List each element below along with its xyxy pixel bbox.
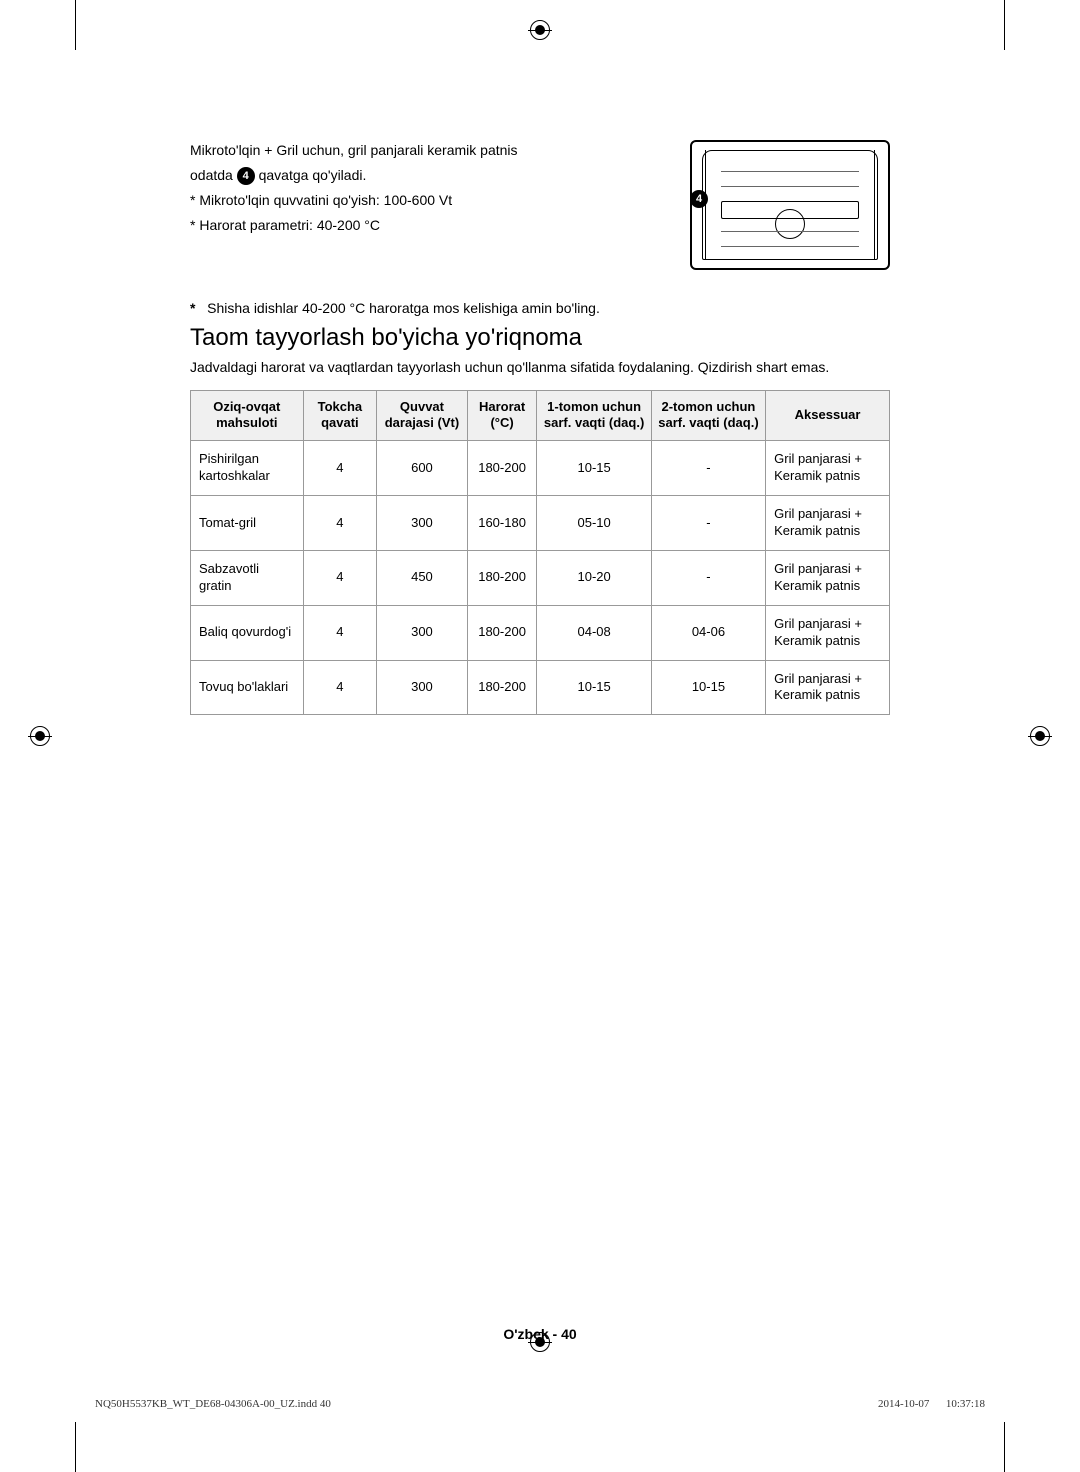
intro-note-1: * Mikroto'lqin quvvatini qo'yish: 100-60…	[190, 190, 660, 211]
cell-power: 600	[377, 441, 468, 496]
col-header-accessory: Aksessuar	[766, 390, 890, 441]
cell-food: Pishirilgan kartoshkalar	[191, 441, 304, 496]
print-footer: NQ50H5537KB_WT_DE68-04306A-00_UZ.indd 40…	[95, 1398, 985, 1410]
intro-note-2: * Harorat parametri: 40-200 °C	[190, 215, 660, 236]
table-row: Tomat-gril 4 300 160-180 05-10 - Gril pa…	[191, 496, 890, 551]
table-row: Pishirilgan kartoshkalar 4 600 180-200 1…	[191, 441, 890, 496]
col-header-level: Tokcha qavati	[303, 390, 377, 441]
oven-cavity	[702, 150, 878, 260]
intro-section: Mikroto'lqin + Gril uchun, gril panjaral…	[190, 140, 890, 270]
col-header-temp: Harorat (°C)	[467, 390, 537, 441]
footnote-text: Shisha idishlar 40-200 °C haroratga mos …	[207, 300, 600, 316]
print-date: 2014-10-07 10:37:18	[878, 1398, 985, 1410]
cell-food: Tomat-gril	[191, 496, 304, 551]
cell-time1: 10-15	[537, 660, 651, 715]
registration-mark-icon	[530, 20, 550, 40]
oven-slot	[721, 231, 859, 232]
cell-time1: 10-20	[537, 550, 651, 605]
cell-accessory: Gril panjarasi + Keramik patnis	[766, 496, 890, 551]
crop-mark	[75, 0, 76, 50]
cell-power: 450	[377, 550, 468, 605]
col-header-time1: 1-tomon uchun sarf. vaqti (daq.)	[537, 390, 651, 441]
cell-temp: 180-200	[467, 605, 537, 660]
crop-mark	[1004, 1422, 1005, 1472]
registration-mark-icon	[30, 726, 50, 746]
table-row: Baliq qovurdog'i 4 300 180-200 04-08 04-…	[191, 605, 890, 660]
crop-mark	[1004, 0, 1005, 50]
cell-temp: 180-200	[467, 550, 537, 605]
oven-pillar	[874, 150, 880, 260]
section-heading: Taom tayyorlash bo'yicha yo'riqnoma	[190, 324, 890, 352]
intro-text: Mikroto'lqin + Gril uchun, gril panjaral…	[190, 140, 660, 270]
cell-temp: 180-200	[467, 441, 537, 496]
oven-slot	[721, 171, 859, 172]
intro-line-2a: odatda	[190, 167, 233, 183]
oven-slot	[721, 246, 859, 247]
cell-time2: 10-15	[651, 660, 765, 715]
cell-level: 4	[303, 550, 377, 605]
cell-level: 4	[303, 660, 377, 715]
cell-accessory: Gril panjarasi + Keramik patnis	[766, 550, 890, 605]
diagram-level-badge-icon: 4	[690, 190, 708, 208]
cell-temp: 180-200	[467, 660, 537, 715]
intro-line-2b: qavatga qo'yiladi.	[255, 167, 367, 183]
cell-food: Tovuq bo'laklari	[191, 660, 304, 715]
cell-temp: 160-180	[467, 496, 537, 551]
cell-level: 4	[303, 605, 377, 660]
cell-power: 300	[377, 660, 468, 715]
cell-time2: -	[651, 550, 765, 605]
cell-power: 300	[377, 605, 468, 660]
oven-slot	[721, 186, 859, 187]
cell-time1: 10-15	[537, 441, 651, 496]
oven-fan-icon	[775, 209, 805, 239]
level-badge-icon: 4	[237, 167, 255, 185]
col-header-time2: 2-tomon uchun sarf. vaqti (daq.)	[651, 390, 765, 441]
cell-accessory: Gril panjarasi + Keramik patnis	[766, 441, 890, 496]
cell-time2: -	[651, 496, 765, 551]
footnote: * Shisha idishlar 40-200 °C haroratga mo…	[190, 300, 890, 316]
table-header-row: Oziq-ovqat mahsuloti Tokcha qavati Quvva…	[191, 390, 890, 441]
table-row: Sabzavotli gratin 4 450 180-200 10-20 - …	[191, 550, 890, 605]
cell-time1: 04-08	[537, 605, 651, 660]
crop-mark	[75, 1422, 76, 1472]
cell-level: 4	[303, 496, 377, 551]
footnote-star: *	[190, 300, 195, 316]
cell-accessory: Gril panjarasi + Keramik patnis	[766, 660, 890, 715]
cell-food: Baliq qovurdog'i	[191, 605, 304, 660]
cell-time1: 05-10	[537, 496, 651, 551]
intro-line-1: Mikroto'lqin + Gril uchun, gril panjaral…	[190, 142, 518, 158]
col-header-food: Oziq-ovqat mahsuloti	[191, 390, 304, 441]
cell-accessory: Gril panjarasi + Keramik patnis	[766, 605, 890, 660]
table-row: Tovuq bo'laklari 4 300 180-200 10-15 10-…	[191, 660, 890, 715]
page-content: Mikroto'lqin + Gril uchun, gril panjaral…	[0, 0, 1080, 715]
col-header-power: Quvvat darajasi (Vt)	[377, 390, 468, 441]
cell-food: Sabzavotli gratin	[191, 550, 304, 605]
cell-time2: -	[651, 441, 765, 496]
page-number: O'zbek - 40	[0, 1326, 1080, 1342]
cell-level: 4	[303, 441, 377, 496]
oven-diagram: 4	[690, 140, 890, 270]
print-file: NQ50H5537KB_WT_DE68-04306A-00_UZ.indd 40	[95, 1398, 331, 1410]
cooking-table: Oziq-ovqat mahsuloti Tokcha qavati Quvva…	[190, 390, 890, 716]
cell-power: 300	[377, 496, 468, 551]
section-subhead: Jadvaldagi harorat va vaqtlardan tayyorl…	[190, 358, 890, 378]
cell-time2: 04-06	[651, 605, 765, 660]
registration-mark-icon	[1030, 726, 1050, 746]
